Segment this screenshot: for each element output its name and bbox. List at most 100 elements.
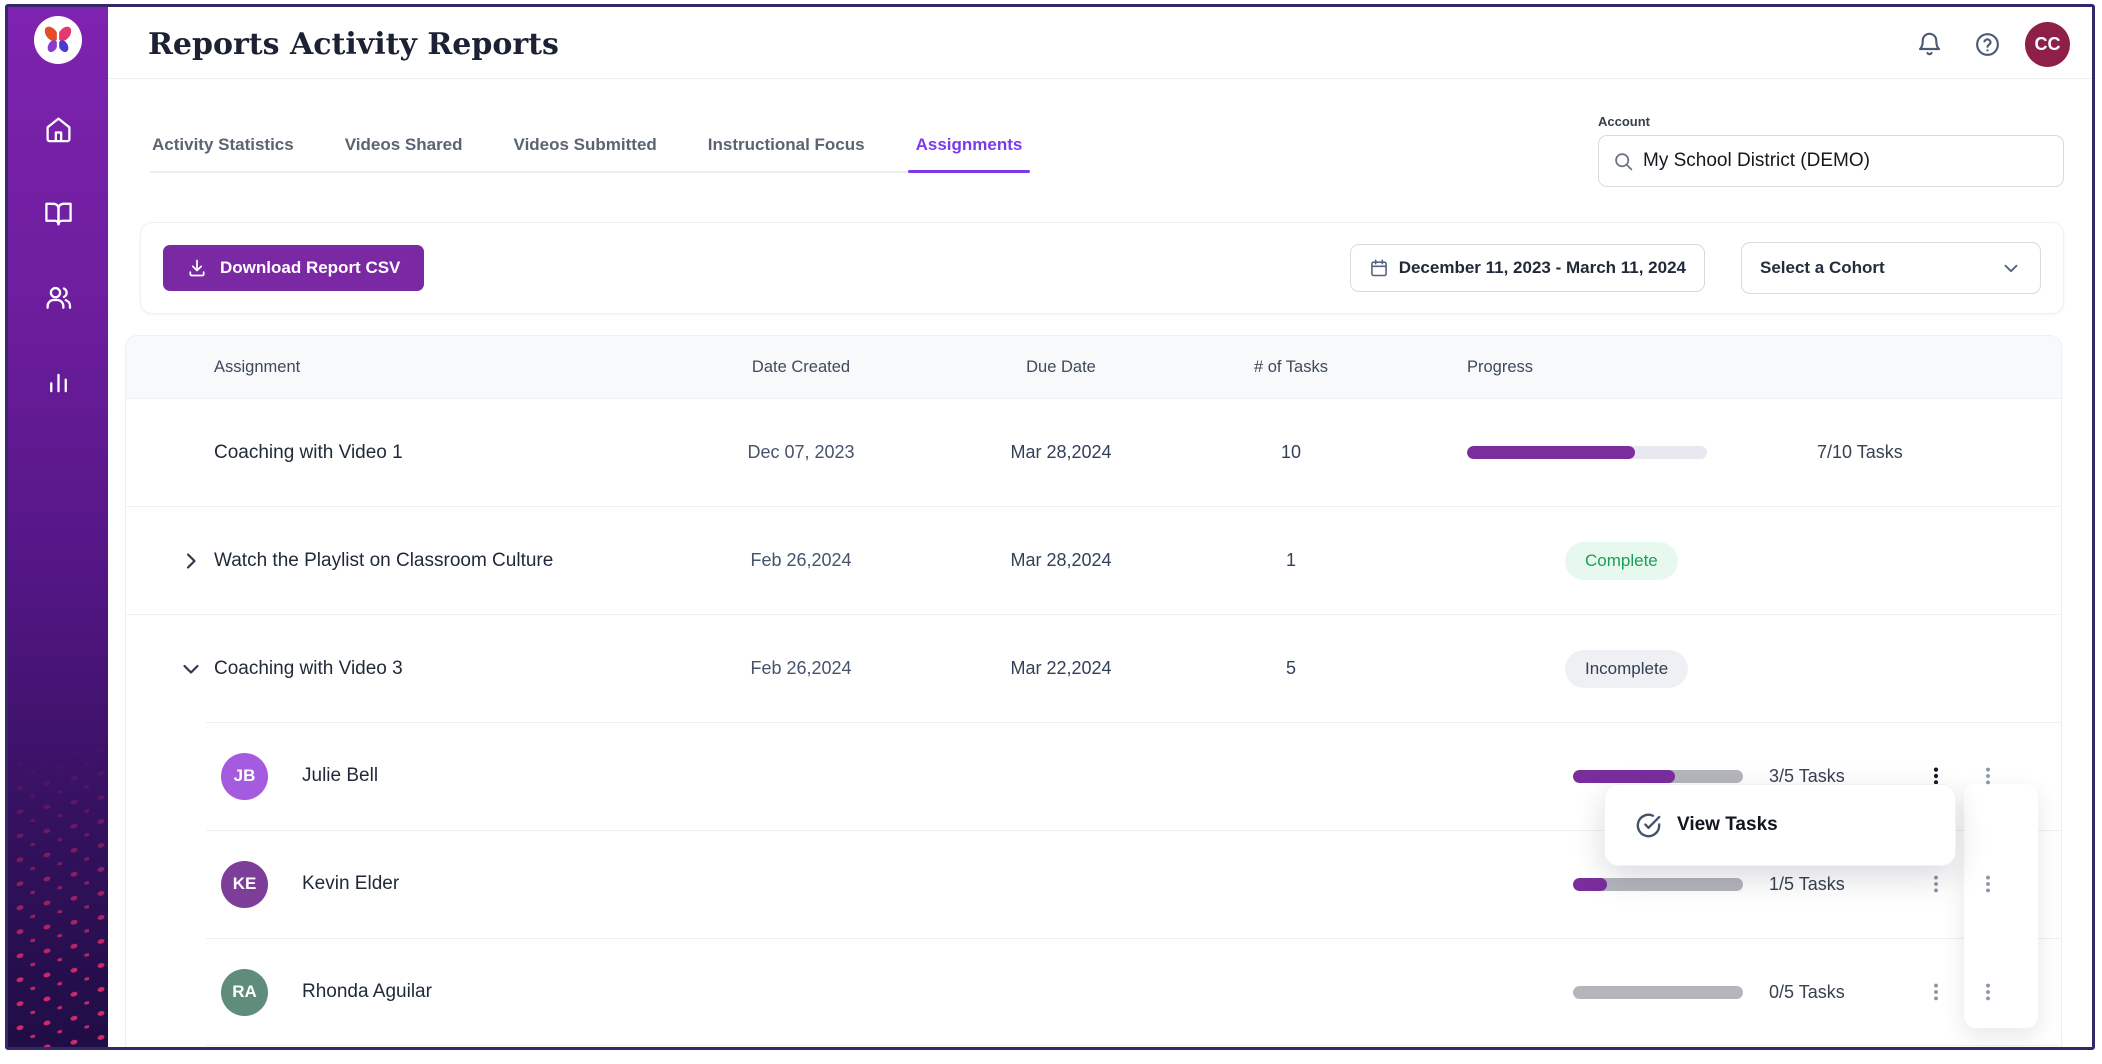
status-badge: Incomplete	[1565, 649, 1689, 688]
view-tasks-menu-item[interactable]: View Tasks	[1635, 812, 1778, 839]
help-circle-icon	[1975, 33, 1999, 56]
sidebar-nav	[8, 107, 108, 403]
progress-bar	[1573, 985, 1743, 999]
page-title-section: Reports	[148, 27, 280, 62]
user-avatar[interactable]: CC	[2025, 22, 2070, 67]
chevron-down-icon	[183, 664, 199, 674]
sidebar-item-library[interactable]	[36, 191, 80, 235]
kebab-menu-icon	[1986, 983, 1990, 1001]
book-open-icon	[44, 202, 72, 226]
date-created-cell: Feb 26,2024	[750, 550, 852, 570]
bar-chart-icon	[49, 373, 67, 392]
column-header-num-tasks: # of Tasks	[1254, 357, 1328, 376]
avatar: JB	[221, 752, 268, 800]
sidebar-item-home[interactable]	[36, 107, 80, 151]
cohort-select[interactable]: Select a Cohort	[1741, 242, 2041, 294]
tab-videos-submitted[interactable]: Videos Submitted	[512, 127, 659, 171]
progress-bar-fill	[1467, 446, 1635, 459]
notifications-button[interactable]	[1909, 25, 1949, 65]
download-report-csv-button[interactable]: Download Report CSV	[163, 245, 425, 291]
download-icon	[189, 259, 205, 277]
assignment-title[interactable]: Coaching with Video 3	[214, 657, 403, 679]
progress-bar-fill	[1573, 769, 1675, 783]
sidebar-item-reports[interactable]	[36, 359, 80, 403]
expand-row-button[interactable]	[176, 546, 206, 576]
user-avatar-initials: CC	[2034, 34, 2061, 54]
report-toolbar: Download Report CSV December 11, 2023 - …	[140, 222, 2064, 314]
avatar-initials: RA	[232, 982, 257, 1001]
tab-activity-statistics[interactable]: Activity Statistics	[150, 127, 296, 171]
collapse-row-button[interactable]	[176, 654, 206, 684]
actions-overlay-panel	[1964, 784, 2038, 1028]
date-created-cell: Dec 07, 2023	[747, 442, 855, 462]
date-range-picker[interactable]: December 11, 2023 - March 11, 2024	[1349, 244, 1705, 292]
tab-instructional-focus[interactable]: Instructional Focus	[706, 127, 867, 171]
due-date-cell: Mar 22,2024	[1010, 658, 1112, 678]
toolbar-filters: December 11, 2023 - March 11, 2024 Selec…	[1349, 242, 2041, 294]
chevron-right-icon	[186, 552, 196, 569]
sidebar-item-people[interactable]	[36, 275, 80, 319]
help-button[interactable]	[1967, 25, 2007, 65]
page-title-subsection: Activity Reports	[279, 27, 559, 62]
kebab-menu-icon	[1986, 875, 1990, 893]
app-window: Reports Activity Reports CC Activity Sta…	[5, 4, 2095, 1050]
check-circle-icon	[1636, 813, 1661, 837]
progress-label: 7/10 Tasks	[1817, 442, 1903, 462]
page-title: Reports Activity Reports	[148, 27, 559, 62]
row-actions-menu-button[interactable]	[1923, 975, 1949, 1009]
num-tasks-cell: 10	[1280, 442, 1302, 462]
due-date-cell: Mar 28,2024	[1010, 442, 1112, 462]
column-header-assignment: Assignment	[214, 357, 301, 376]
home-icon	[45, 116, 71, 142]
assignment-title[interactable]: Watch the Playlist on Classroom Culture	[214, 549, 554, 571]
header-divider	[108, 78, 2092, 79]
table-row: Coaching with Video 3 Feb 26,2024 Mar 22…	[126, 614, 2061, 722]
participant-row: RA Rhonda Aguilar 0/5 Tasks	[126, 938, 2061, 1046]
participant-name: Julie Bell	[302, 765, 379, 786]
status-badge: Complete	[1565, 541, 1678, 580]
kebab-menu-icon	[1934, 875, 1938, 893]
kebab-menu-icon	[1933, 767, 1939, 785]
row-actions-menu-button[interactable]	[1923, 867, 1949, 901]
row-actions-menu-button[interactable]	[1923, 759, 1949, 793]
view-tasks-label: View Tasks	[1677, 814, 1778, 835]
progress-bar-fill	[1573, 877, 1607, 891]
column-header-progress: Progress	[1467, 357, 1534, 376]
account-selector: Account My School District (DEMO)	[1598, 114, 2064, 187]
table-header-row: Assignment Date Created Due Date # of Ta…	[126, 336, 2061, 398]
butterfly-logo-icon	[44, 26, 72, 53]
progress-label: 1/5 Tasks	[1769, 873, 1845, 894]
tab-assignments[interactable]: Assignments	[907, 127, 1031, 173]
avatar: RA	[221, 968, 268, 1016]
avatar-initials: JB	[233, 766, 256, 785]
progress-label: 3/5 Tasks	[1769, 765, 1845, 786]
table-row: Watch the Playlist on Classroom Culture …	[126, 506, 2061, 614]
kebab-menu-icon	[1934, 983, 1938, 1001]
row-actions-menu-button[interactable]	[1975, 975, 2001, 1009]
download-button-label: Download Report CSV	[220, 258, 401, 277]
kebab-menu-icon	[1986, 767, 1990, 785]
row-actions-menu-button[interactable]	[1975, 759, 2001, 793]
sidebar	[8, 7, 108, 1047]
progress-bar	[1573, 769, 1743, 783]
bell-icon	[1918, 32, 1940, 56]
date-created-cell: Feb 26,2024	[750, 658, 852, 678]
account-search-input[interactable]: My School District (DEMO)	[1598, 135, 2064, 187]
avatar: KE	[221, 860, 268, 908]
app-logo[interactable]	[34, 16, 82, 64]
assignment-title[interactable]: Coaching with Video 1	[214, 441, 403, 463]
row-actions-menu-button[interactable]	[1975, 867, 2001, 901]
num-tasks-cell: 5	[1285, 658, 1296, 678]
avatar-initials: KE	[232, 874, 257, 893]
column-header-due-date: Due Date	[1026, 357, 1096, 376]
date-range-value: December 11, 2023 - March 11, 2024	[1398, 258, 1686, 277]
sidebar-dot-pattern	[8, 738, 108, 1047]
report-tabs: Activity Statistics Videos Shared Videos…	[150, 127, 1031, 173]
assignments-table: Assignment Date Created Due Date # of Ta…	[125, 335, 2062, 1047]
header-actions: CC	[1909, 22, 2070, 67]
row-context-menu: View Tasks	[1604, 784, 1956, 866]
progress-label: 0/5 Tasks	[1769, 981, 1845, 1002]
tab-videos-shared[interactable]: Videos Shared	[343, 127, 465, 171]
search-icon	[1615, 152, 1633, 170]
cohort-select-value: Select a Cohort	[1760, 258, 1885, 277]
